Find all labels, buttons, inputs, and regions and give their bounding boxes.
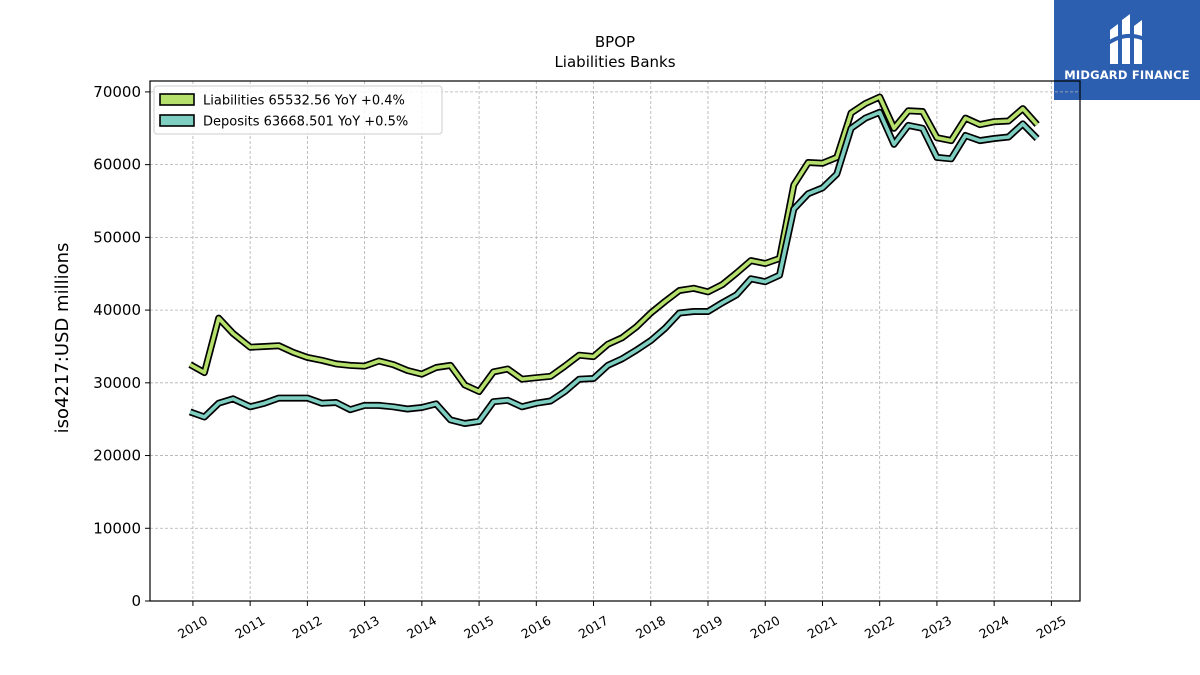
series-outline-liabilities [188,93,1040,395]
x-tick-label: 2020 [747,613,782,642]
x-tick-label: 2019 [690,613,725,642]
y-tick-label: 20000 [93,447,141,465]
logo-text: MIDGARD FINANCE [1064,68,1190,82]
series-outline-deposits [188,108,1040,427]
legend-box [153,85,443,135]
y-tick-label: 50000 [93,228,141,246]
x-tick-label: 2025 [1034,613,1069,642]
legend-label-deposits: Deposits 63668.501 YoY +0.5% [203,115,408,130]
x-tick-label: 2016 [519,613,554,642]
brand-logo: MIDGARD FINANCE [1054,0,1200,100]
y-tick-label: 60000 [93,156,141,174]
x-tick-label: 2010 [175,613,210,642]
y-tick-label: 0 [131,592,141,610]
x-tick-label: 2018 [633,613,668,642]
x-tick-label: 2014 [404,613,439,642]
x-axis: 2010 2011 2012 2013 2014 2015 2016 2017 2018 2019… [175,601,1069,642]
x-tick-label: 2023 [919,613,954,642]
x-tick-label: 2022 [862,613,897,642]
chart-subtitle: Liabilities Banks [554,53,675,71]
legend-swatch-liabilities [159,93,195,106]
plot-frame [149,80,1081,602]
x-tick-label: 2021 [805,613,840,642]
legend: Liabilities 65532.56 YoY +0.4% Deposits … [153,85,443,135]
y-tick-label: 30000 [93,374,141,392]
series-layer [188,93,1040,427]
x-tick-label: 2013 [347,613,382,642]
y-axis-label: iso4217:USD millions [52,243,73,434]
logo-mark-icon [1102,14,1152,64]
y-axis: 0 10000 20000 30000 40000 50000 60000 70000 [93,83,150,610]
x-tick-label: 2011 [232,613,267,642]
chart-title: BPOP [595,33,635,51]
y-tick-label: 40000 [93,301,141,319]
y-tick-label: 70000 [93,83,141,101]
x-tick-label: 2017 [576,613,611,642]
x-tick-label: 2015 [461,613,496,642]
legend-swatch-deposits [159,114,195,127]
x-tick-label: 2024 [976,613,1011,642]
legend-label-liabilities: Liabilities 65532.56 YoY +0.4% [203,94,405,109]
series-line-liabilities [189,95,1039,394]
x-tick-label: 2012 [290,613,325,642]
series-line-deposits [189,110,1039,426]
y-tick-label: 10000 [93,519,141,537]
